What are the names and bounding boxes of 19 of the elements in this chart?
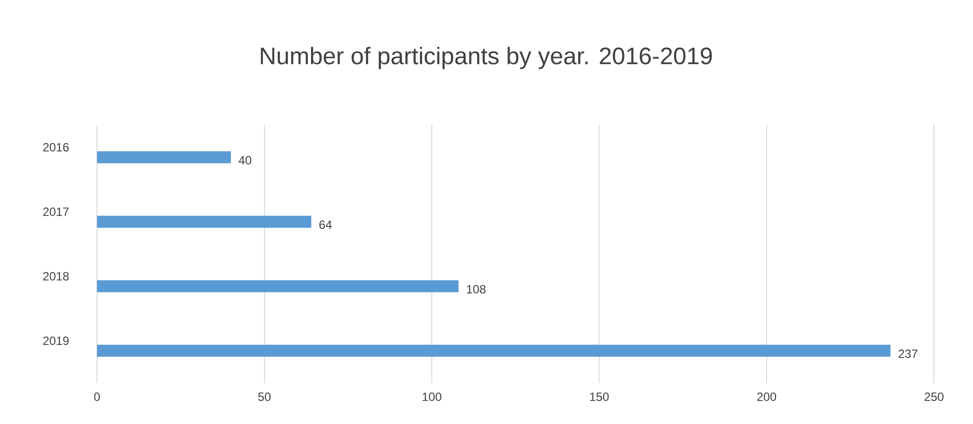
x-tick-label: 200 (757, 392, 776, 401)
x-tick-label: 50 (258, 392, 271, 401)
y-tick-label: 2018 (43, 272, 69, 280)
y-tick-label: 2019 (43, 336, 69, 345)
bar (97, 280, 459, 292)
x-tick-label: 250 (924, 392, 944, 401)
x-tick-label: 150 (590, 392, 609, 401)
x-tick-label: 0 (94, 392, 100, 401)
bar (97, 151, 231, 164)
data-label: 108 (467, 285, 486, 294)
y-tick-label: 2017 (43, 208, 69, 216)
bar (97, 216, 312, 228)
x-tick-label: 100 (422, 392, 442, 401)
data-label: 40 (238, 156, 252, 164)
data-label: 237 (898, 350, 918, 358)
data-label: 64 (319, 220, 332, 229)
y-tick-label: 2016 (43, 143, 69, 152)
chart-title: Number of participants by year. 2016-2019 (260, 46, 712, 70)
bar (97, 344, 890, 357)
